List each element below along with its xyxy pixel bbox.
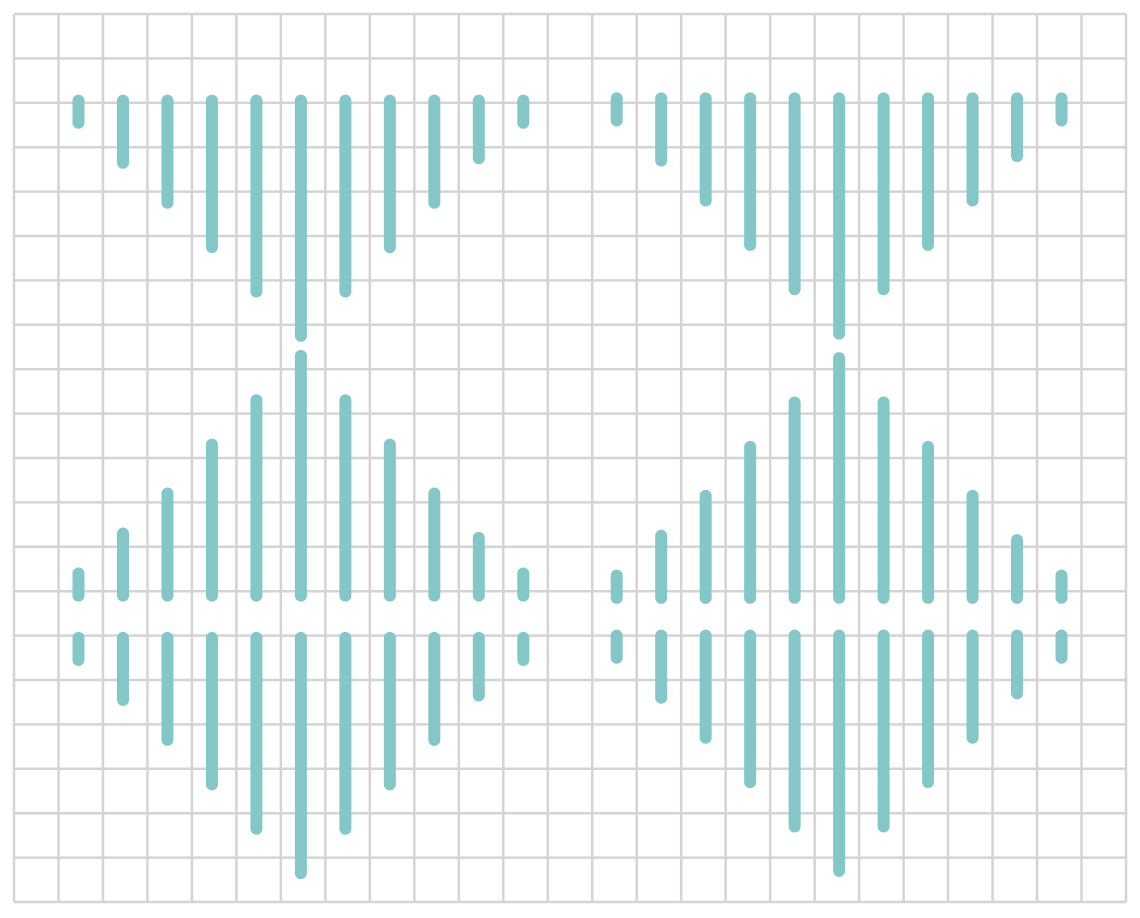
bar-groups bbox=[72, 92, 1068, 880]
bar-group-bottom-right-upper bbox=[610, 352, 1068, 604]
bar-group-top-left bbox=[72, 94, 530, 342]
bar-group-bottom-left-upper bbox=[72, 349, 530, 602]
bar-group-bottom-left-lower bbox=[72, 631, 530, 880]
bar-group-top-right bbox=[610, 92, 1068, 340]
bar-group-bottom-right-lower bbox=[610, 629, 1068, 877]
